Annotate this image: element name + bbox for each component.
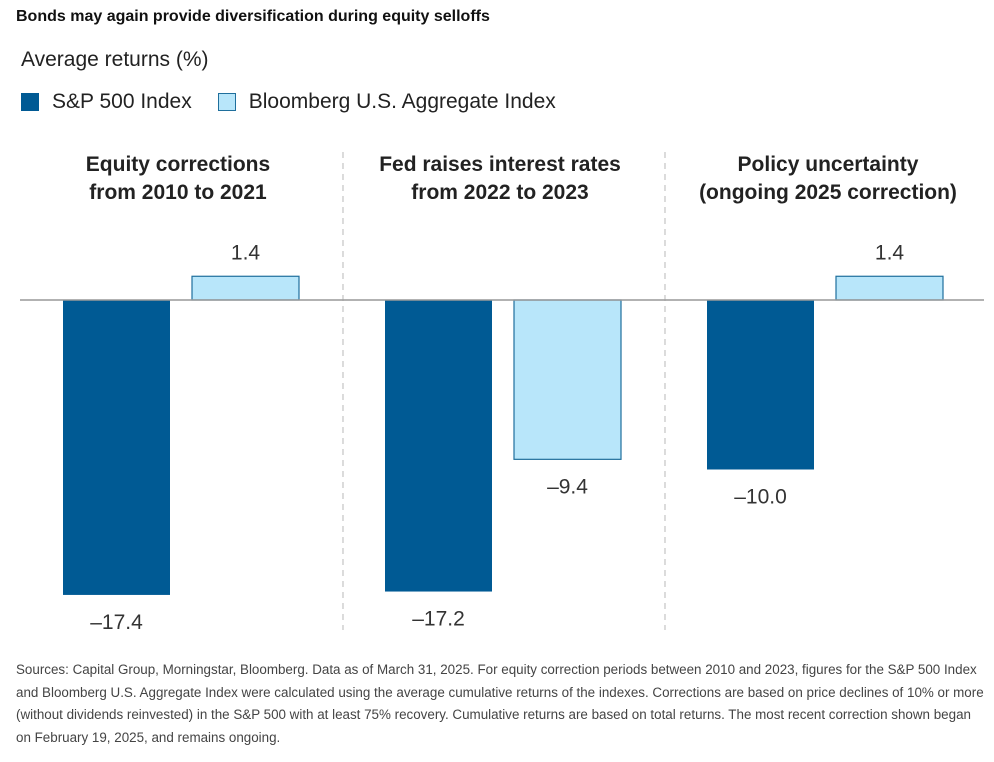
data-label-aggregate-2: –9.4 <box>547 475 588 498</box>
legend-swatch-sp500 <box>21 93 39 111</box>
category-label-1-line-1: Equity corrections <box>86 153 270 176</box>
chart-subtitle: Average returns (%) <box>21 48 209 71</box>
bar-aggregate-2 <box>513 299 622 460</box>
bar-sp500-2 <box>385 300 492 592</box>
sources-footnote: Sources: Capital Group, Morningstar, Blo… <box>16 662 984 745</box>
data-label-aggregate-1: 1.4 <box>231 241 261 264</box>
bar-aggregate-3 <box>835 275 944 301</box>
legend-label-aggregate: Bloomberg U.S. Aggregate Index <box>248 90 556 113</box>
category-label-3-line-2: (ongoing 2025 correction) <box>699 181 957 204</box>
bar-aggregate-1 <box>191 275 300 301</box>
legend-item-sp500: S&P 500 Index <box>21 90 192 114</box>
legend-swatch-aggregate <box>217 93 236 111</box>
category-label-2-line-1: Fed raises interest rates <box>379 153 621 176</box>
bar-sp500-1 <box>63 300 170 595</box>
data-label-sp500-3: –10.0 <box>734 486 787 509</box>
legend-item-aggregate: Bloomberg U.S. Aggregate Index <box>217 90 556 114</box>
category-label-3-line-1: Policy uncertainty <box>738 153 919 176</box>
legend-label-sp500: S&P 500 Index <box>52 90 192 113</box>
bar-sp500-3 <box>707 300 814 470</box>
data-label-sp500-2: –17.2 <box>412 608 465 631</box>
data-label-sp500-1: –17.4 <box>90 611 143 634</box>
chart-title: Bonds may again provide diversification … <box>16 8 490 25</box>
category-label-1-line-2: from 2010 to 2021 <box>89 181 267 204</box>
data-label-aggregate-3: 1.4 <box>875 241 905 264</box>
category-label-2-line-2: from 2022 to 2023 <box>411 181 588 204</box>
legend: S&P 500 Index Bloomberg U.S. Aggregate I… <box>21 90 582 114</box>
bar-chart: Equity corrections from 2010 to 2021 Fed r… <box>20 152 984 634</box>
